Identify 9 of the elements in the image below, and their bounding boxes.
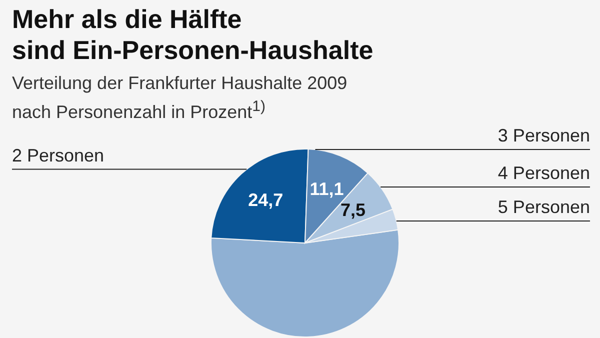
chart-title: Mehr als die Hälfte sind Ein-Personen-Haushalte [12,4,374,66]
slice-label: 3 Personen [498,126,590,146]
data-label: 11,1 [310,178,344,199]
slice-label: 5 Personen [498,197,590,218]
slice-label: 2 Personen [12,145,104,166]
chart-subtitle: Verteilung der Frankfurter Haushalte 2009 nach Personenzahl in Prozent$^{1)}$ [12,72,348,124]
data-label: 7,5 [340,200,366,220]
slice-label: 4 Personen [498,163,590,184]
data-label: 24,7 [248,190,284,210]
